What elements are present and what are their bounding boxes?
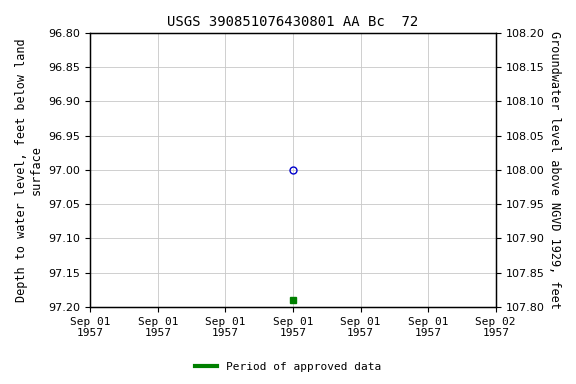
Y-axis label: Depth to water level, feet below land
surface: Depth to water level, feet below land su… <box>15 38 43 302</box>
Y-axis label: Groundwater level above NGVD 1929, feet: Groundwater level above NGVD 1929, feet <box>548 31 561 309</box>
Legend: Period of approved data: Period of approved data <box>191 358 385 377</box>
Title: USGS 390851076430801 AA Bc  72: USGS 390851076430801 AA Bc 72 <box>168 15 419 29</box>
